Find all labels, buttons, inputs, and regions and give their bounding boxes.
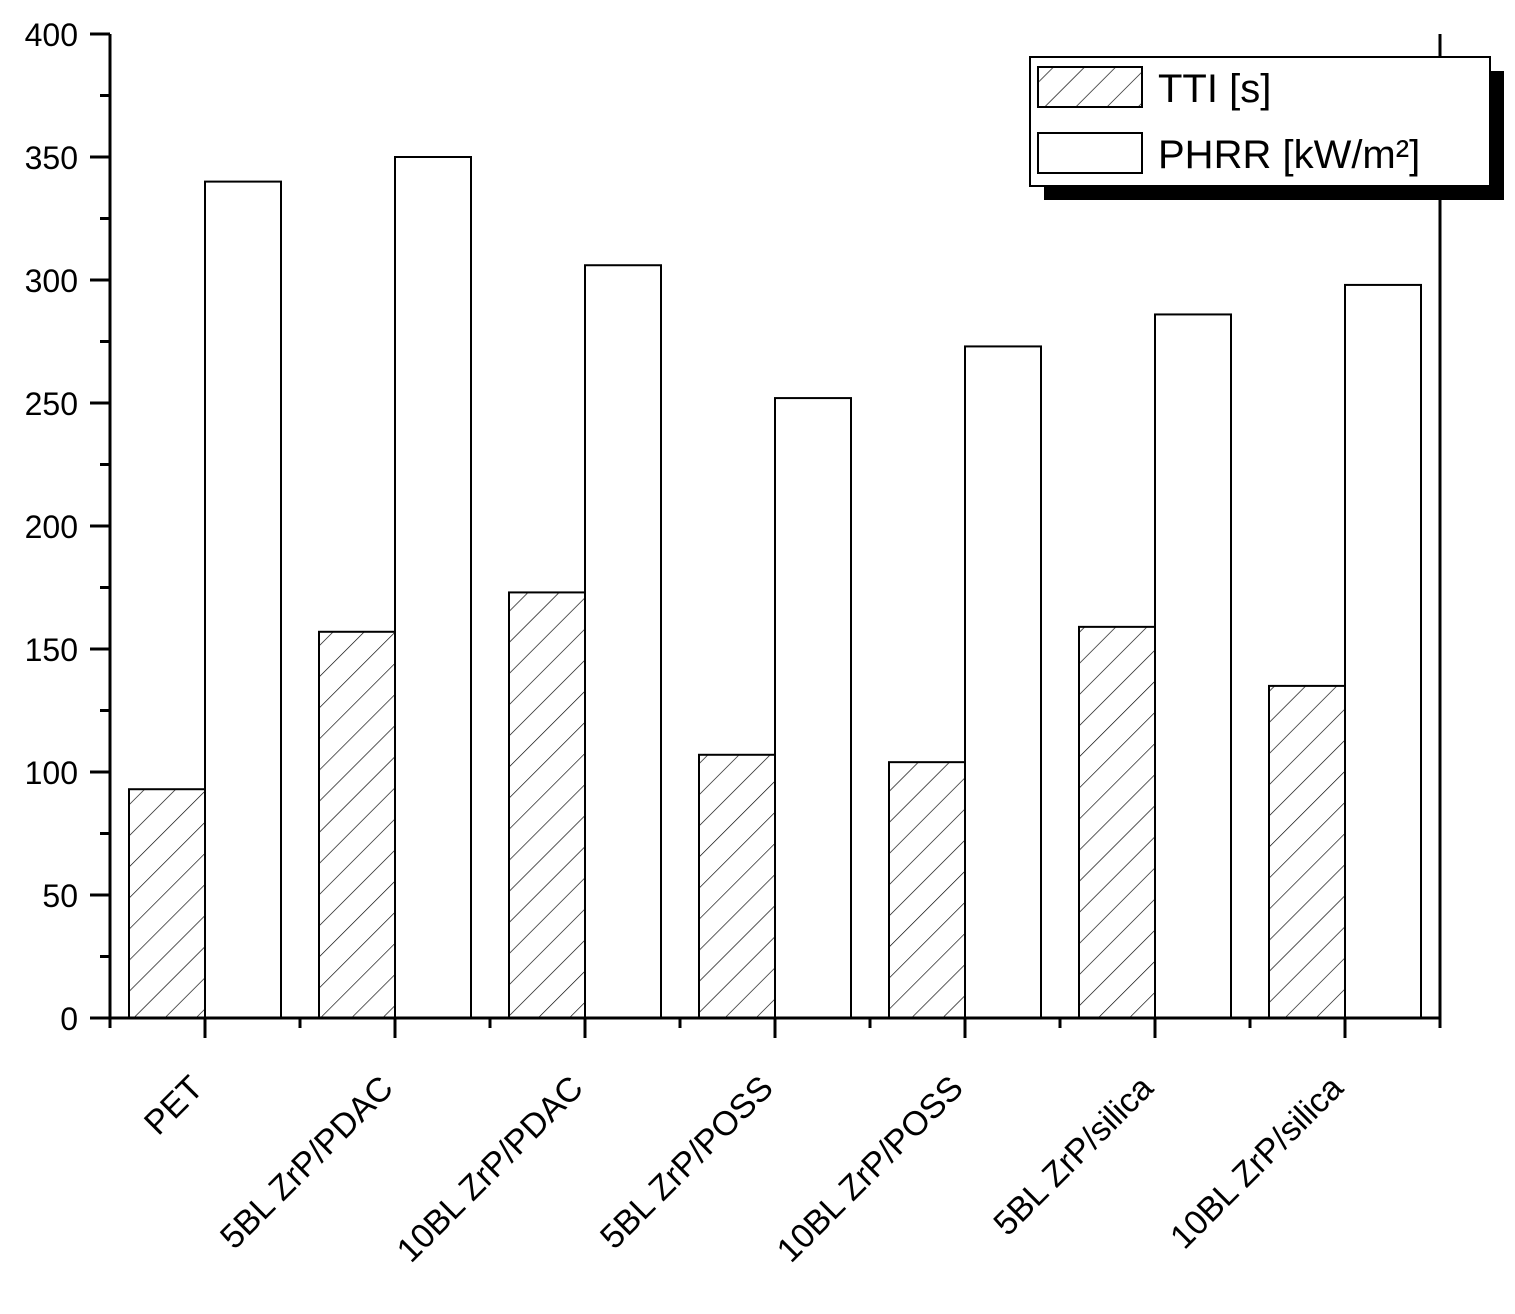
x-tick-label: 10BL ZrP/PDAC <box>390 1069 591 1270</box>
x-tick-label: 5BL ZrP/silica <box>986 1069 1160 1243</box>
bar <box>774 397 852 1019</box>
y-tick-label: 300 <box>25 263 78 299</box>
y-tick-label: 0 <box>60 1001 78 1037</box>
y-tick-label: 350 <box>25 140 78 176</box>
y-tick-label: 50 <box>42 878 78 914</box>
x-tick-label: 10BL ZrP/POSS <box>770 1069 971 1270</box>
y-tick-label: 400 <box>25 17 78 53</box>
legend-label: TTI [s] <box>1158 67 1271 111</box>
bar <box>1344 283 1422 1020</box>
bar <box>394 156 472 1019</box>
bar <box>508 591 586 1019</box>
legend-label: PHRR [kW/m²] <box>1158 133 1420 177</box>
y-tick-label: 200 <box>25 509 78 545</box>
x-tick-label: 5BL ZrP/PDAC <box>213 1069 401 1257</box>
legend-swatch <box>1037 66 1143 108</box>
bar <box>204 180 282 1020</box>
bar <box>1268 684 1346 1020</box>
bar <box>1154 313 1232 1019</box>
x-tick-label: 10BL ZrP/silica <box>1163 1069 1351 1257</box>
y-tick-label: 150 <box>25 632 78 668</box>
x-tick-label: PET <box>137 1069 211 1143</box>
bar <box>1078 625 1156 1019</box>
bar <box>318 630 396 1020</box>
bar <box>964 345 1042 1020</box>
legend-swatch <box>1037 132 1143 174</box>
bar <box>698 753 776 1020</box>
y-tick-label: 100 <box>25 755 78 791</box>
y-tick-label: 250 <box>25 386 78 422</box>
bar <box>128 788 206 1019</box>
bar <box>584 264 662 1019</box>
x-tick-label: 5BL ZrP/POSS <box>593 1069 781 1257</box>
bar <box>888 761 966 1019</box>
